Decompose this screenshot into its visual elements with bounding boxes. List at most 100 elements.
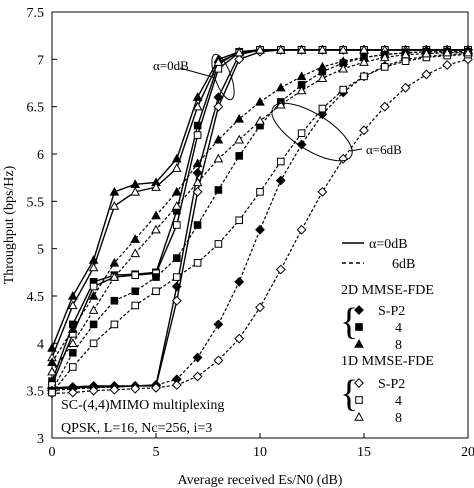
- alpha-6-ellipse: [271, 102, 353, 162]
- series-0-point: [213, 92, 224, 103]
- series-0-point: [192, 168, 203, 178]
- series-9-point: [400, 82, 411, 93]
- legend-1d-label: S-P2: [378, 377, 405, 392]
- series-2-point: [67, 290, 78, 300]
- series-8-point: [47, 357, 57, 366]
- series-9-point: [359, 125, 369, 136]
- series-11-point: [213, 153, 224, 163]
- series-11-point: [338, 63, 349, 73]
- series-11-point: [192, 177, 203, 187]
- y-tick-label: 6: [37, 148, 44, 163]
- series-9-point: [442, 60, 453, 70]
- legend-group-2d: 2D MMSE-FDE: [341, 283, 434, 298]
- series-line-8: [51, 51, 468, 363]
- series-9-point: [338, 153, 349, 164]
- legend-2d-label: 8: [395, 338, 402, 353]
- series-9-point: [317, 186, 328, 197]
- series-10-point: [173, 273, 181, 281]
- series-9-point: [379, 101, 390, 112]
- x-tick-label: 20: [461, 445, 474, 460]
- series-11-point: [359, 57, 369, 66]
- x-axis-label: Average received Es/N0 (dB): [178, 473, 343, 488]
- series-10-point: [277, 157, 285, 166]
- series-4-point: [173, 221, 181, 229]
- series-8-point: [255, 96, 265, 106]
- series-10-point: [69, 363, 77, 371]
- series-8-point: [213, 134, 224, 144]
- series-10-point: [297, 129, 306, 137]
- series-3-point: [192, 186, 203, 197]
- legend: α=0dB 6dB 2D MMSE-FDE { S-P2 4 8 1D MMSE-F…: [340, 237, 434, 426]
- series-5-point: [67, 300, 78, 310]
- series-11-point: [67, 338, 78, 348]
- x-tick-label: 5: [153, 445, 160, 460]
- series-11-point: [109, 272, 120, 281]
- series-9-point: [171, 380, 182, 390]
- series-11-point: [151, 224, 161, 234]
- legend-brace-2d: {: [340, 301, 358, 343]
- series-7-point: [69, 349, 77, 357]
- series-5-point: [234, 47, 245, 57]
- series-10-point: [401, 57, 410, 66]
- alpha-0-pointer: [179, 67, 217, 79]
- alpha-6-pointer: [349, 148, 363, 152]
- legend-1d-marker: [354, 378, 364, 388]
- series-7-point: [173, 254, 181, 262]
- series-10-point: [110, 320, 119, 329]
- series-2-point: [192, 92, 203, 101]
- series-8-point: [88, 290, 99, 300]
- series-5-point: [255, 44, 265, 54]
- series-10-point: [89, 339, 98, 348]
- legend-1d-marker: [355, 396, 363, 404]
- series-3-point: [234, 54, 245, 65]
- series-11-point: [255, 115, 265, 125]
- series-10-point: [318, 104, 327, 113]
- series-8-point: [151, 210, 161, 220]
- series-9-point: [421, 69, 432, 80]
- series-10-point: [339, 85, 347, 94]
- legend-text-solid: α=0dB: [369, 237, 408, 252]
- series-7-point: [131, 287, 139, 296]
- series-6-point: [234, 276, 245, 287]
- series-5-point: [151, 182, 161, 191]
- y-tick-label: 7: [37, 53, 44, 68]
- series-7-point: [152, 273, 160, 281]
- series-layer: [47, 44, 473, 399]
- system-text-line1: SC-(4,4)MIMO multiplexing: [61, 398, 224, 413]
- series-5-point: [317, 44, 328, 54]
- legend-1d-label: 8: [395, 411, 402, 426]
- series-10-point: [360, 72, 368, 81]
- series-7-point: [235, 152, 243, 160]
- series-9-point: [255, 302, 265, 313]
- series-7-point: [89, 320, 98, 329]
- series-6-point: [296, 139, 307, 150]
- series-11-point: [275, 99, 286, 109]
- legend-brace-1d: {: [340, 373, 358, 415]
- series-10-point: [381, 63, 389, 71]
- legend-2d-label: S-P2: [378, 304, 405, 319]
- series-4-point: [131, 271, 139, 279]
- legend-2d-items: S-P2 4 8: [354, 304, 405, 353]
- legend-2d-label: 4: [395, 321, 402, 336]
- legend-1d-marker: [354, 411, 364, 421]
- series-11-point: [47, 366, 57, 376]
- series-5-point: [338, 44, 349, 54]
- alpha-0-annotation: α=0dB: [153, 53, 235, 101]
- alpha-6-text: α=6dB: [366, 142, 402, 157]
- series-11-point: [317, 73, 328, 82]
- series-9-point: [213, 355, 224, 366]
- series-2-point: [109, 186, 120, 196]
- series-11-point: [421, 48, 432, 58]
- y-tick-label: 6.5: [27, 101, 45, 116]
- series-10-point: [48, 388, 56, 397]
- series-9-point: [192, 371, 203, 382]
- series-8-point: [317, 61, 328, 71]
- series-3-point: [213, 101, 224, 112]
- y-tick-label: 3: [37, 432, 44, 447]
- x-tick-label: 10: [253, 445, 267, 460]
- series-5-point: [130, 186, 141, 196]
- series-7-point: [193, 221, 202, 229]
- axis-ticks: 0 5 10 15 20 3 3.5 4 4.5 5 5.5 6 6.5 7 7.5: [27, 6, 474, 460]
- series-3-point: [171, 295, 182, 306]
- series-9-point: [275, 264, 286, 275]
